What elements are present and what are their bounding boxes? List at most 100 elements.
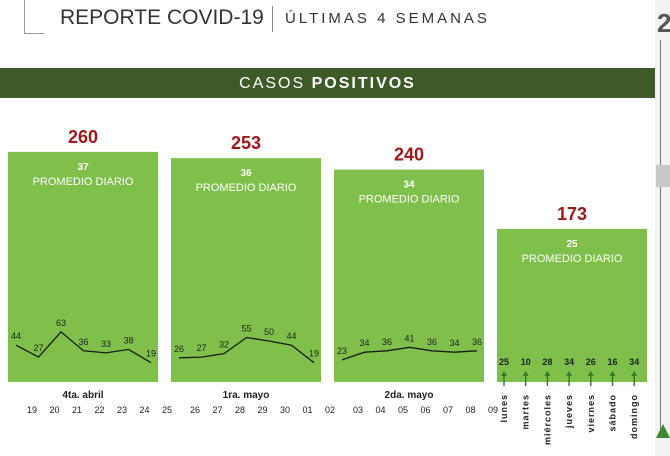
daily-cases-line: [178, 336, 315, 364]
daily-value-label: 41: [404, 333, 414, 343]
day-tick-label: 28: [235, 405, 245, 415]
weekly-cases-chart: 260 37 PROMEDIO DIARIO 44 27 63 36 33 38 19 19 20 21…: [8, 127, 647, 445]
daily-cases-line: [15, 330, 152, 364]
daily-value-label: 25: [499, 357, 509, 367]
section-title-bold: POSITIVOS: [311, 75, 416, 92]
day-tick-label: 26: [190, 405, 200, 415]
daily-value-label: 63: [56, 318, 66, 328]
daily-average-caption: PROMEDIO DIARIO: [359, 194, 460, 206]
weekday-tick-label: lunes: [499, 394, 509, 423]
bar-total-label: 253: [231, 133, 261, 153]
daily-value-label: 36: [472, 337, 482, 347]
day-tick-label: 30: [280, 405, 290, 415]
trend-arrow-head-icon: [587, 371, 594, 376]
daily-average-value: 34: [403, 180, 415, 191]
daily-value-label: 19: [309, 349, 319, 359]
right-side-line: [660, 40, 661, 435]
daily-value-label: 50: [264, 327, 274, 337]
report-subtitle: ÚLTIMAS 4 SEMANAS: [285, 10, 490, 27]
daily-value-label: 27: [33, 343, 43, 353]
daily-value-label: 34: [629, 357, 639, 367]
right-side-marker: [656, 165, 670, 187]
day-tick-label: 02: [325, 405, 335, 415]
right-side-strip: [655, 0, 670, 456]
daily-average-caption: PROMEDIO DIARIO: [196, 182, 297, 194]
daily-value-label: 16: [607, 357, 617, 367]
daily-average-caption: PROMEDIO DIARIO: [33, 176, 134, 188]
trend-arrow-head-icon: [609, 371, 616, 376]
daily-value-label: 28: [542, 357, 552, 367]
daily-value-label: 27: [196, 343, 206, 353]
weekday-tick-label: jueves: [564, 394, 574, 429]
day-tick-label: 01: [302, 405, 312, 415]
day-tick-label: 29: [257, 405, 267, 415]
bar-total-label: 173: [557, 204, 587, 224]
week-category-label: 4ta. abril: [62, 390, 103, 401]
daily-value-label: 44: [286, 331, 296, 341]
trend-arrow-head-icon: [522, 371, 529, 376]
right-edge-number: 2: [657, 8, 670, 38]
bar: [8, 151, 158, 382]
daily-value-label: 10: [521, 357, 531, 367]
trend-arrow-head-icon: [501, 371, 507, 376]
daily-value-label: 32: [219, 340, 229, 350]
day-tick-label: 23: [117, 405, 127, 415]
day-tick-label: 09: [488, 405, 498, 415]
daily-value-label: 36: [427, 337, 437, 347]
daily-value-label: 36: [78, 337, 88, 347]
trend-arrow-head-icon: [544, 371, 551, 376]
daily-value-label: 26: [586, 357, 596, 367]
header-accent-line: [24, 0, 25, 34]
bar: [171, 158, 321, 382]
daily-value-label: 34: [564, 357, 574, 367]
day-tick-label: 24: [139, 405, 149, 415]
day-tick-label: 07: [443, 405, 453, 415]
weekday-tick-label: domingo: [629, 394, 639, 439]
title-divider: [272, 6, 273, 32]
bar-total-label: 240: [394, 145, 424, 165]
day-tick-label: 22: [94, 405, 104, 415]
section-title-prefix: CASOS: [239, 75, 312, 92]
week-category-label: 1ra. mayo: [223, 390, 270, 401]
daily-value-label: 38: [123, 335, 133, 345]
daily-average-value: 37: [77, 162, 89, 173]
daily-value-label: 33: [101, 339, 111, 349]
weekday-tick-label: viernes: [586, 394, 596, 433]
daily-cases-line: [341, 346, 478, 361]
week-category-label: 2da. mayo: [385, 390, 434, 401]
right-edge-triangle-icon: [656, 424, 670, 438]
bar: [334, 169, 484, 382]
day-tick-label: 19: [27, 405, 37, 415]
report-header: REPORTE COVID-19 ÚLTIMAS 4 SEMANAS: [0, 0, 670, 60]
day-tick-label: 08: [465, 405, 475, 415]
daily-average-caption: PROMEDIO DIARIO: [522, 253, 623, 265]
daily-value-label: 19: [146, 349, 156, 359]
day-tick-label: 25: [162, 405, 172, 415]
daily-value-label: 36: [382, 337, 392, 347]
daily-average-value: 25: [566, 239, 578, 250]
day-tick-label: 27: [212, 405, 222, 415]
section-title: CASOS POSITIVOS: [0, 68, 655, 98]
daily-value-label: 44: [11, 331, 21, 341]
day-tick-label: 20: [49, 405, 59, 415]
daily-value-label: 26: [174, 344, 184, 354]
day-tick-label: 06: [420, 405, 430, 415]
header-accent-line-horizontal: [24, 33, 44, 34]
trend-arrow-head-icon: [566, 371, 573, 376]
weekday-tick-label: miércoles: [542, 394, 552, 445]
bar: [497, 228, 647, 382]
weekday-tick-label: martes: [521, 394, 531, 430]
day-tick-label: 03: [353, 405, 363, 415]
report-title: REPORTE COVID-19: [60, 6, 264, 29]
daily-value-label: 23: [337, 346, 347, 356]
day-tick-label: 05: [398, 405, 408, 415]
daily-average-value: 36: [240, 168, 252, 179]
daily-value-label: 55: [241, 324, 251, 334]
day-tick-label: 21: [72, 405, 82, 415]
trend-arrow-head-icon: [631, 371, 638, 376]
section-band: [0, 68, 655, 98]
bar-total-label: 260: [68, 127, 98, 147]
daily-value-label: 34: [359, 338, 369, 348]
daily-value-label: 34: [449, 338, 459, 348]
weekday-tick-label: sábado: [608, 394, 618, 432]
